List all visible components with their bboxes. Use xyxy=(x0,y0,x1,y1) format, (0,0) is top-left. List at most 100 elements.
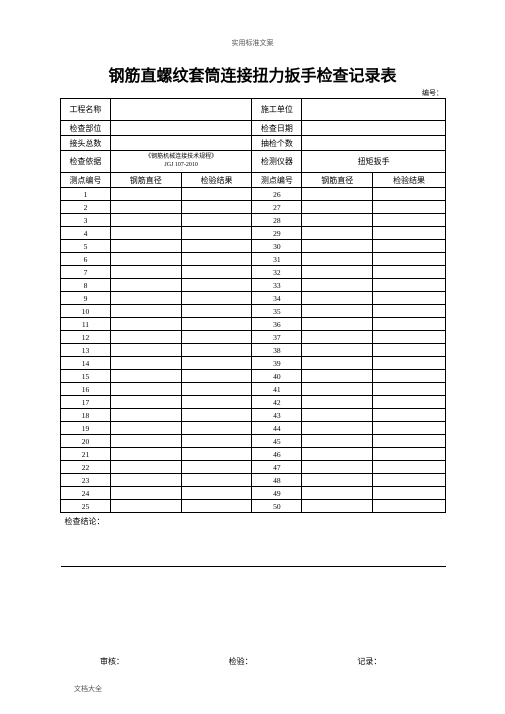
page-header: 实用标准文案 xyxy=(0,38,505,48)
data-header-cell: 测点编号 xyxy=(61,173,111,188)
data-row: 2348 xyxy=(61,474,446,487)
data-cell: 41 xyxy=(252,383,302,396)
data-cell: 7 xyxy=(61,266,111,279)
data-cell xyxy=(302,227,373,240)
basis-row: 检查依据《钢筋机械连接技术规程》JGJ 107-2010检测仪器扭矩扳手 xyxy=(61,151,446,173)
data-cell xyxy=(181,227,252,240)
data-cell xyxy=(181,318,252,331)
data-cell xyxy=(181,344,252,357)
data-row: 1540 xyxy=(61,370,446,383)
data-row: 1237 xyxy=(61,331,446,344)
data-cell: 10 xyxy=(61,305,111,318)
data-row: 1742 xyxy=(61,396,446,409)
data-cell xyxy=(373,474,446,487)
data-cell xyxy=(110,435,181,448)
data-cell xyxy=(110,292,181,305)
sig-inspect: 检验： xyxy=(189,656,318,667)
data-header-row: 测点编号钢筋直径检验结果测点编号钢筋直径检验结果 xyxy=(61,173,446,188)
data-cell: 31 xyxy=(252,253,302,266)
data-cell: 37 xyxy=(252,331,302,344)
data-cell xyxy=(110,188,181,201)
data-cell: 35 xyxy=(252,305,302,318)
data-row: 1843 xyxy=(61,409,446,422)
value-cell xyxy=(110,136,252,151)
data-cell xyxy=(110,253,181,266)
data-cell: 39 xyxy=(252,357,302,370)
label-cell: 检查部位 xyxy=(61,121,111,136)
value-cell xyxy=(302,121,446,136)
data-cell xyxy=(181,357,252,370)
data-row: 1944 xyxy=(61,422,446,435)
data-cell: 13 xyxy=(61,344,111,357)
data-cell xyxy=(302,318,373,331)
data-cell: 4 xyxy=(61,227,111,240)
data-cell xyxy=(110,461,181,474)
data-cell: 3 xyxy=(61,214,111,227)
data-cell xyxy=(181,305,252,318)
main-table: 工程名称施工单位检查部位检查日期接头总数抽检个数 检查依据《钢筋机械连接技术规程… xyxy=(60,98,446,567)
data-cell xyxy=(181,435,252,448)
data-cell xyxy=(181,370,252,383)
data-cell xyxy=(373,409,446,422)
data-row: 732 xyxy=(61,266,446,279)
data-row: 833 xyxy=(61,279,446,292)
data-cell: 42 xyxy=(252,396,302,409)
label-cell: 检测仪器 xyxy=(252,151,302,173)
data-cell xyxy=(373,357,446,370)
data-cell xyxy=(181,383,252,396)
data-cell xyxy=(110,240,181,253)
data-cell: 14 xyxy=(61,357,111,370)
data-cell xyxy=(181,201,252,214)
data-cell xyxy=(373,227,446,240)
data-cell xyxy=(302,409,373,422)
data-cell: 38 xyxy=(252,344,302,357)
data-row: 2247 xyxy=(61,461,446,474)
data-cell: 21 xyxy=(61,448,111,461)
data-header-cell: 钢筋直径 xyxy=(110,173,181,188)
data-cell xyxy=(181,396,252,409)
data-cell xyxy=(110,227,181,240)
data-cell xyxy=(181,253,252,266)
data-cell xyxy=(302,331,373,344)
data-row: 3 28 xyxy=(61,214,446,227)
data-cell xyxy=(302,487,373,500)
data-row: 2550 xyxy=(61,500,446,513)
header-row: 接头总数抽检个数 xyxy=(61,136,446,151)
conclusion-cell: 检查结论： xyxy=(61,513,446,567)
data-cell xyxy=(373,435,446,448)
data-cell xyxy=(302,474,373,487)
data-cell: 6 xyxy=(61,253,111,266)
value-cell: 《钢筋机械连接技术规程》JGJ 107-2010 xyxy=(110,151,252,173)
data-cell: 25 xyxy=(61,500,111,513)
value-cell: 扭矩扳手 xyxy=(302,151,446,173)
data-cell xyxy=(181,279,252,292)
data-cell xyxy=(302,448,373,461)
data-cell: 28 xyxy=(252,214,302,227)
header-row: 检查部位检查日期 xyxy=(61,121,446,136)
data-cell: 34 xyxy=(252,292,302,305)
data-header-cell: 检验结果 xyxy=(373,173,446,188)
value-cell xyxy=(110,99,252,121)
data-cell xyxy=(373,279,446,292)
data-row: 126 xyxy=(61,188,446,201)
data-cell: 15 xyxy=(61,370,111,383)
data-row: 10 35 xyxy=(61,305,446,318)
data-cell: 45 xyxy=(252,435,302,448)
data-row: 2045 xyxy=(61,435,446,448)
data-row: 429 xyxy=(61,227,446,240)
label-cell: 检查依据 xyxy=(61,151,111,173)
data-row: 1136 xyxy=(61,318,446,331)
data-cell xyxy=(110,279,181,292)
data-cell xyxy=(181,409,252,422)
data-cell xyxy=(302,500,373,513)
data-cell xyxy=(110,344,181,357)
data-cell xyxy=(373,214,446,227)
data-row: 14 39 xyxy=(61,357,446,370)
data-cell xyxy=(302,344,373,357)
data-cell xyxy=(181,461,252,474)
data-cell xyxy=(373,500,446,513)
data-cell: 47 xyxy=(252,461,302,474)
data-cell xyxy=(373,266,446,279)
data-cell xyxy=(373,253,446,266)
conclusion-row: 检查结论： xyxy=(61,513,446,567)
